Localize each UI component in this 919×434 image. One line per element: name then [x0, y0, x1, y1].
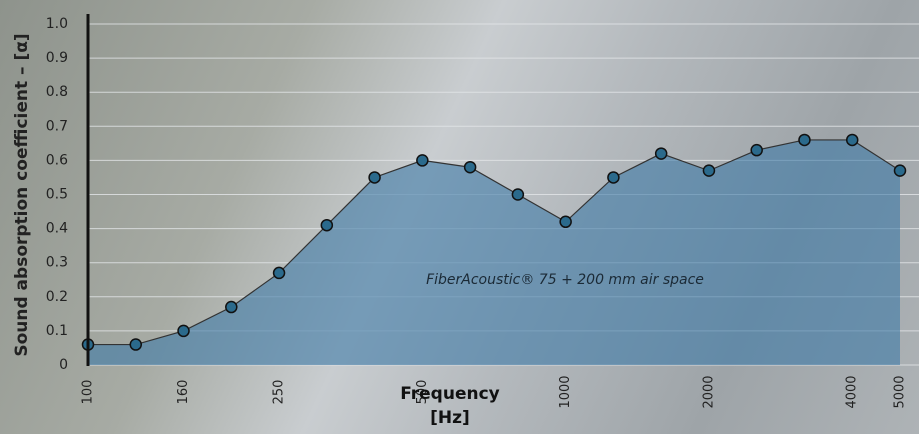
y-tick-label: 0.5 [46, 187, 68, 203]
marker [368, 171, 381, 184]
marker [654, 147, 668, 160]
marker [893, 164, 907, 177]
marker [702, 164, 716, 177]
x-tick-label: 5000 [893, 375, 908, 408]
marker [559, 215, 572, 229]
x-tick-label: 160 [176, 380, 191, 405]
marker [750, 143, 763, 157]
y-tick-label: 0.1 [46, 323, 68, 339]
marker [225, 300, 238, 314]
area [88, 139, 900, 365]
x-axis-label: Frequency [Hz] [400, 384, 500, 428]
x-tick-label: 4000 [845, 375, 860, 408]
y-axis-label: Sound absorption coefficient – [α] [12, 33, 32, 356]
marker [272, 266, 286, 280]
marker [798, 133, 811, 147]
marker [845, 133, 859, 147]
marker [416, 154, 429, 167]
x-tick-label: 100 [81, 380, 96, 405]
y-tick-label: 0.6 [46, 152, 68, 168]
marker [177, 324, 190, 338]
x-tick-label: 500 [415, 380, 430, 405]
x-tick-label: 2000 [701, 375, 716, 408]
x-tick-label: 250 [272, 380, 287, 405]
y-tick-label: 0.2 [46, 289, 68, 305]
marker [320, 218, 334, 232]
marker [607, 171, 620, 184]
y-tick-label: 0.4 [46, 221, 68, 237]
line [88, 139, 901, 346]
y-tick-label: 0 [59, 357, 68, 373]
x-tick-label: 1000 [558, 375, 573, 408]
y-tick-label: 0.7 [46, 118, 68, 134]
y-tick-label: 0.8 [46, 84, 68, 100]
marker [511, 188, 525, 201]
y-tick-label: 1.0 [46, 16, 68, 32]
marker [129, 338, 143, 351]
y-tick-label: 0.9 [46, 50, 68, 66]
y-tick-label: 0.3 [46, 255, 68, 271]
annotation: FiberAcoustic® 75 + 200 mm air space [426, 272, 704, 288]
marker [463, 160, 477, 174]
